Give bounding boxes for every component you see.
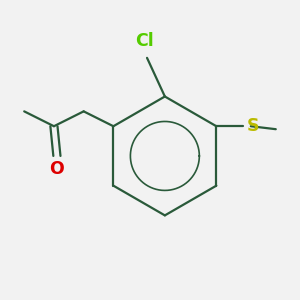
Text: Cl: Cl (135, 32, 153, 50)
Text: S: S (247, 117, 259, 135)
Text: O: O (50, 160, 64, 178)
